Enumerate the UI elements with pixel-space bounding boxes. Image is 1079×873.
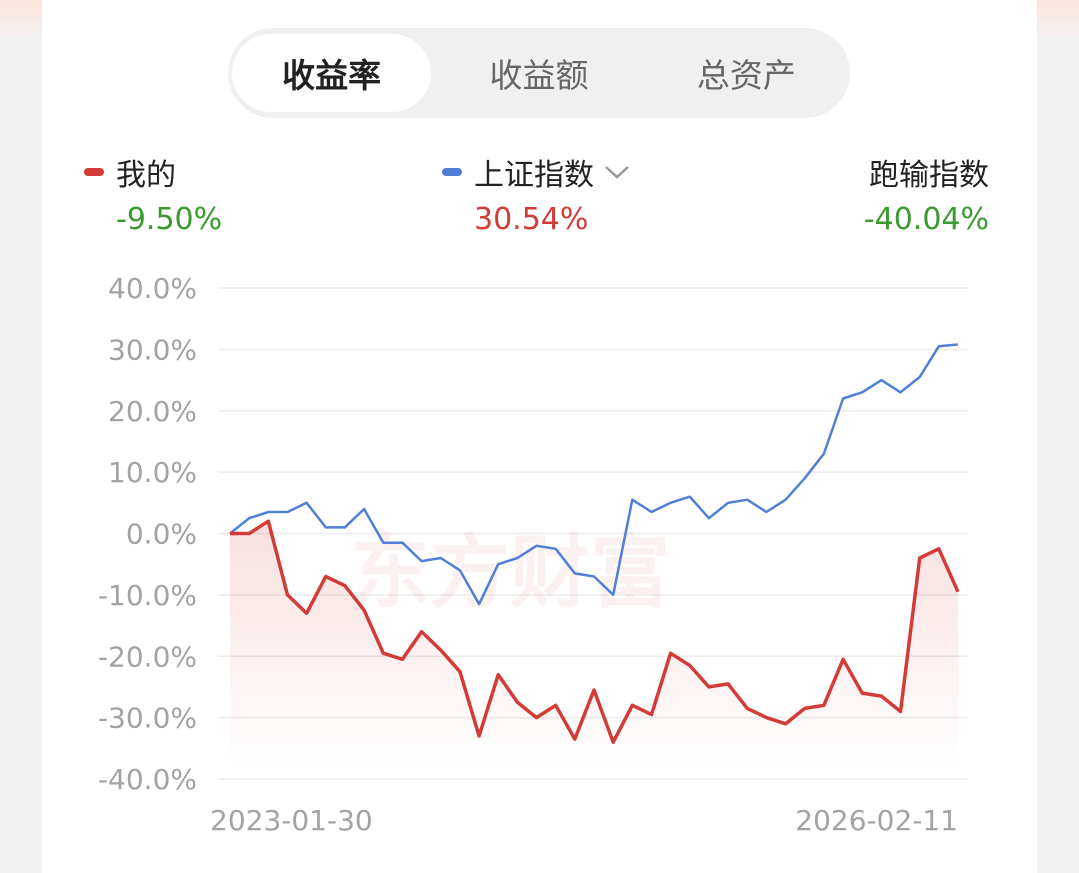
series-line-mine [230,519,960,744]
chevron-down-icon[interactable] [604,164,630,180]
legend-lag: 跑输指数 -40.04% [864,150,989,237]
y-axis-ticks: 40.0% 30.0% 20.0% 10.0% 0.0% -10.0% -20.0% -30.… [98,272,197,796]
legend-index[interactable]: 上证指数 30.54% [442,150,630,237]
mine-line-swatch-icon [84,168,104,176]
tab-return-rate[interactable]: 收益率 [232,34,432,112]
y-tick-label: -10.0% [98,579,197,612]
watermark-text: 东方财富 [350,526,670,619]
legend-mine: 我的 -9.50% [84,150,222,237]
y-tick-label: 30.0% [108,333,197,366]
segmented-tabs: 收益率 收益额 总资产 [228,28,850,118]
legend-mine-value: -9.50% [116,202,223,237]
legend-index-label: 上证指数 [474,158,594,193]
y-tick-label: 10.0% [108,456,197,489]
y-tick-label: -40.0% [98,763,197,796]
grid-lines [218,287,968,780]
top-left-glow [0,0,42,40]
x-tick-start: 2023-01-30 [210,804,373,837]
x-tick-end: 2026-02-11 [795,804,958,837]
legend-lag-label: 跑输指数 [869,158,989,193]
tab-total-assets[interactable]: 总资产 [696,56,796,95]
tab-return-amount[interactable]: 收益额 [489,56,589,95]
series-line-index [229,343,959,606]
y-tick-label: 20.0% [108,395,197,428]
legend-index-value: 30.54% [474,202,589,237]
mine-area-fill [230,521,958,769]
legend-lag-value: -40.04% [863,202,989,237]
legend-mine-label: 我的 [116,158,176,193]
y-tick-label: -20.0% [98,640,197,673]
index-line-swatch-icon [442,168,462,176]
y-tick-label: 0.0% [126,518,197,551]
top-right-glow [1037,0,1079,40]
y-tick-label: -30.0% [98,702,197,735]
y-tick-label: 40.0% [108,272,197,305]
